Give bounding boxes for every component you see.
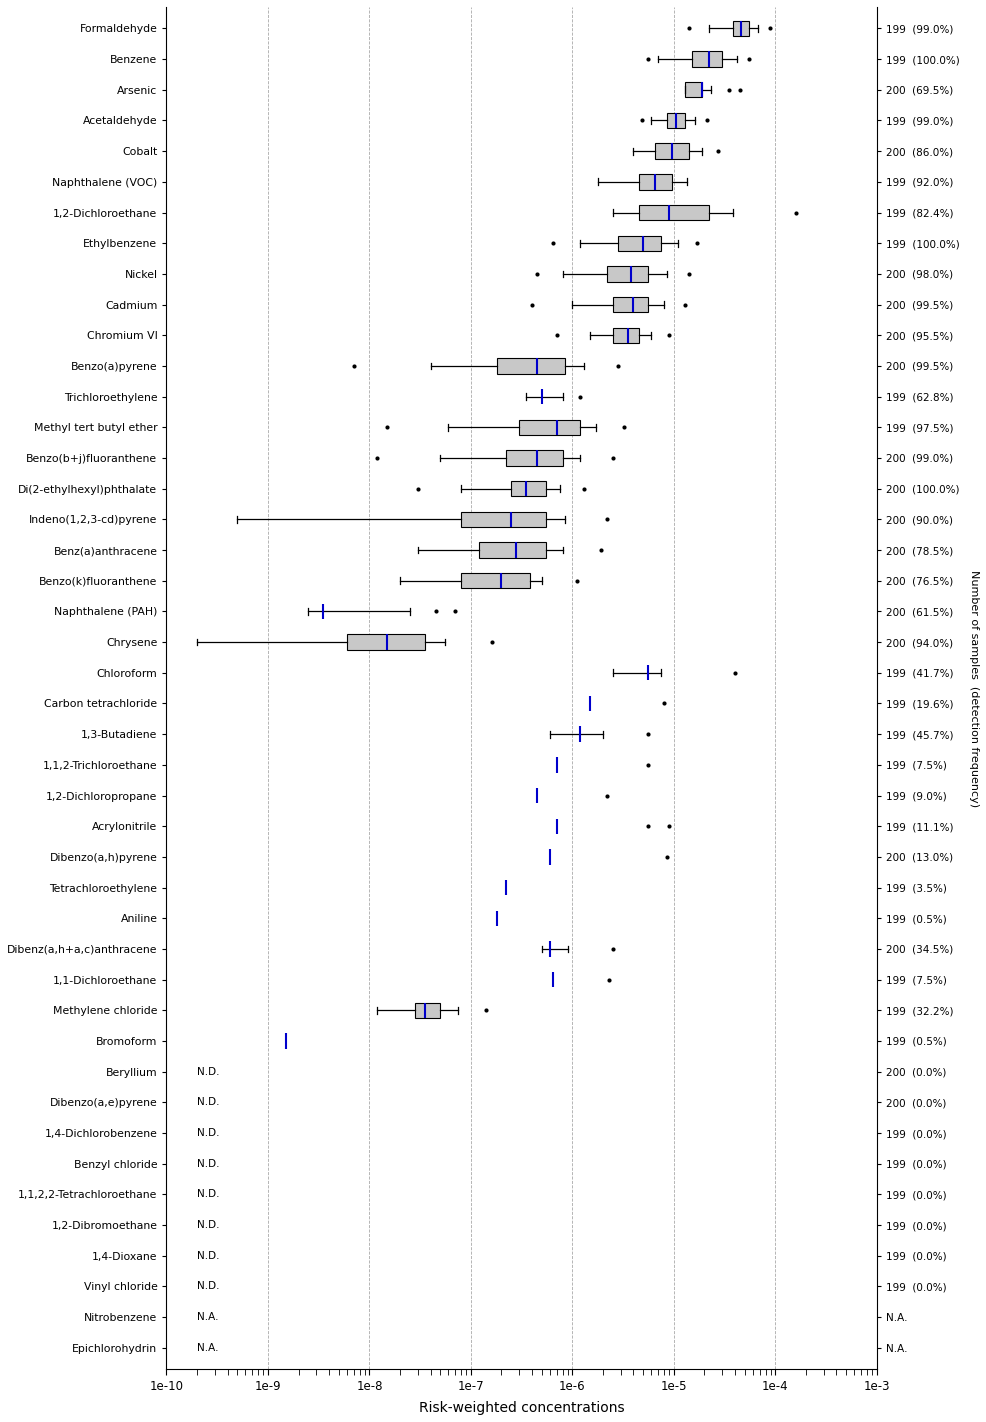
FancyBboxPatch shape <box>733 21 749 36</box>
FancyBboxPatch shape <box>506 451 563 465</box>
FancyBboxPatch shape <box>607 266 648 282</box>
FancyBboxPatch shape <box>347 634 425 650</box>
Text: N.D.: N.D. <box>197 1066 220 1076</box>
Text: N.A.: N.A. <box>197 1313 219 1322</box>
FancyBboxPatch shape <box>639 205 709 220</box>
Text: N.D.: N.D. <box>197 1220 220 1230</box>
Text: N.D.: N.D. <box>197 1159 220 1169</box>
Text: N.D.: N.D. <box>197 1251 220 1261</box>
FancyBboxPatch shape <box>415 1003 441 1018</box>
FancyBboxPatch shape <box>461 512 546 528</box>
FancyBboxPatch shape <box>667 112 685 128</box>
Text: N.D.: N.D. <box>197 1281 220 1291</box>
FancyBboxPatch shape <box>512 481 546 496</box>
FancyBboxPatch shape <box>479 542 546 557</box>
FancyBboxPatch shape <box>618 236 662 250</box>
FancyBboxPatch shape <box>692 51 723 67</box>
X-axis label: Risk-weighted concentrations: Risk-weighted concentrations <box>419 1401 624 1415</box>
Text: N.D.: N.D. <box>197 1128 220 1138</box>
FancyBboxPatch shape <box>639 173 671 189</box>
Text: N.D.: N.D. <box>197 1098 220 1108</box>
FancyBboxPatch shape <box>520 419 581 435</box>
Y-axis label: Number of samples  (detection frequency): Number of samples (detection frequency) <box>969 570 979 806</box>
FancyBboxPatch shape <box>655 144 688 159</box>
FancyBboxPatch shape <box>685 82 702 98</box>
FancyBboxPatch shape <box>461 573 529 589</box>
Text: N.A.: N.A. <box>197 1342 219 1352</box>
FancyBboxPatch shape <box>612 297 648 313</box>
Text: N.D.: N.D. <box>197 1189 220 1199</box>
FancyBboxPatch shape <box>497 358 565 374</box>
FancyBboxPatch shape <box>612 327 639 343</box>
